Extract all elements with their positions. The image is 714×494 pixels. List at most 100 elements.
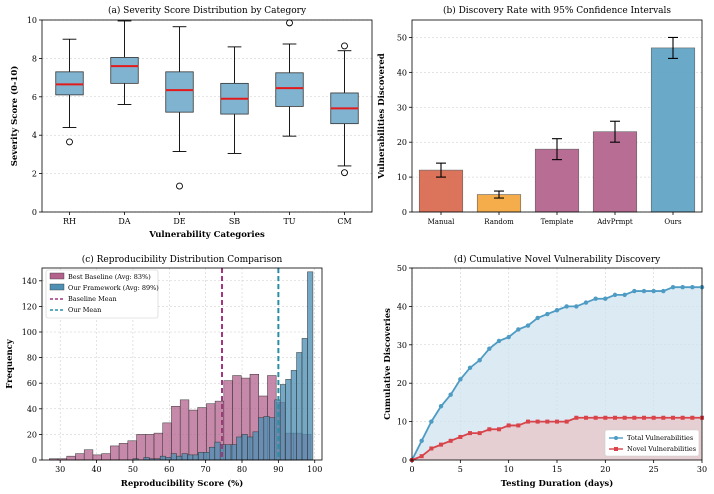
hist-bar-baseline (83, 449, 94, 461)
panel-c-ytick-label: 120 (22, 302, 37, 311)
box-outlier (176, 182, 183, 190)
point-novel (584, 415, 588, 420)
panel-d-ytick-label: 0 (402, 456, 407, 465)
point-total (651, 288, 656, 294)
point-novel (429, 446, 434, 451)
panel-d-ytick-label: 20 (397, 379, 407, 388)
panel-b-title: (b) Discovery Rate with 95% Confidence I… (443, 5, 671, 16)
panel-c-ytick-label: 60 (27, 379, 37, 388)
point-total (438, 404, 444, 409)
hist-bar-ours (198, 452, 205, 461)
panel-d-xtick-label: 20 (600, 465, 610, 474)
point-novel (613, 415, 617, 420)
point-total (477, 357, 482, 363)
point-novel (632, 415, 637, 420)
point-novel (593, 415, 598, 420)
legend-swatch-baseline (49, 272, 65, 280)
point-total (458, 377, 463, 382)
hist-bar-ours (214, 441, 221, 461)
panel-d-xtick-label: 25 (649, 465, 659, 474)
panel-d-title: (d) Cumulative Novel Vulnerability Disco… (454, 254, 661, 265)
hist-bar-ours (187, 454, 194, 461)
point-novel (448, 438, 453, 443)
point-novel (487, 427, 492, 432)
hist-bar-ours (230, 444, 237, 461)
panel-c-xtick-label: 100 (307, 465, 322, 474)
box-TU (275, 72, 304, 107)
panel-c-legend: Best Baseline (Avg: 83%) Our Framework (… (45, 269, 159, 319)
panel-a-title: (a) Severity Score Distribution by Categ… (108, 5, 307, 16)
point-novel (671, 415, 675, 420)
point-total (622, 292, 627, 298)
panel-c-ytick-label: 80 (27, 354, 37, 363)
hist-bar-ours (252, 431, 259, 461)
hist-bar-baseline (101, 453, 111, 461)
panel-c-xtick-label: 40 (91, 465, 101, 474)
box-outlier (286, 19, 293, 27)
hist-bar-ours (181, 453, 188, 461)
hist-bar-baseline (118, 443, 129, 461)
hist-bar-ours (236, 436, 243, 461)
panel-c-xlabel: Reproducibility Score (%) (121, 478, 244, 489)
legend-label-ours: Our Framework (Avg: 89%) (68, 284, 159, 292)
hist-bar-ours (192, 454, 199, 461)
hist-bar-baseline (75, 453, 85, 461)
panel-b-ytick-label: 50 (397, 33, 407, 42)
point-total (545, 311, 550, 317)
legend-label-baseline: Best Baseline (Avg: 83%) (68, 273, 151, 281)
panel-d-xlabel: Testing Duration (days) (501, 478, 614, 489)
point-total (429, 419, 434, 424)
hist-bar-baseline (127, 440, 137, 461)
panel-c-xtick-label: 90 (273, 465, 283, 474)
panel-d-xtick-label: 15 (552, 465, 562, 474)
hist-bar-ours (269, 417, 275, 461)
panel-a-ytick-label: 4 (32, 131, 37, 140)
panel-d-ylabel: Cumulative Discoveries (383, 308, 393, 420)
legend-label-our-mean: Our Mean (68, 306, 101, 314)
hist-bar-baseline (92, 454, 102, 461)
panel-c-title: (c) Reproducibility Distribution Compari… (82, 254, 283, 265)
panel-a-ytick-label: 10 (27, 16, 37, 25)
hist-bar-ours (285, 379, 292, 461)
panel-c-ytick-label: 0 (32, 456, 37, 465)
panel-b-ylabel: Vulnerabilities Discovered (377, 53, 387, 179)
panel-d-xtick-label: 30 (697, 465, 707, 474)
hist-bar-ours (176, 455, 183, 461)
panel-c-xtick-label: 50 (128, 465, 138, 474)
point-total (467, 365, 473, 371)
area-total (412, 287, 702, 460)
point-total (632, 288, 637, 294)
panel-d-ytick-label: 30 (397, 341, 407, 350)
point-total (603, 296, 608, 301)
panel-d-xtick-label: 5 (458, 465, 463, 474)
hist-bar-ours (225, 444, 232, 461)
point-total (419, 438, 424, 443)
panel-a-xlabel: Vulnerability Categories (148, 230, 265, 240)
hist-bar-baseline (188, 409, 198, 461)
panel-b-ytick-label: 40 (397, 68, 407, 77)
point-novel (651, 415, 656, 420)
hist-bar-baseline (171, 405, 181, 461)
panel-a-ytick-label: 6 (32, 93, 37, 102)
point-novel (497, 427, 501, 432)
panel-a-ylabel: Severity Score (0-10) (9, 66, 20, 167)
legend-label-baseline-mean: Baseline Mean (68, 295, 117, 303)
point-novel (516, 423, 521, 428)
hist-bar-baseline (145, 434, 155, 461)
point-total (583, 300, 589, 305)
point-novel (555, 419, 559, 424)
legend-marker-total (614, 436, 618, 440)
panel-c-xtick-label: 30 (55, 465, 65, 474)
box-outlier (341, 42, 348, 50)
point-total (535, 315, 540, 321)
panel-d-ytick-label: 10 (397, 418, 407, 427)
point-total (448, 392, 453, 397)
point-total (612, 292, 618, 298)
point-novel (535, 419, 540, 424)
point-total (680, 285, 685, 290)
point-total (496, 338, 502, 344)
point-total (661, 288, 666, 294)
panel-a-ytick-label: 2 (32, 170, 37, 179)
point-total (487, 346, 492, 351)
